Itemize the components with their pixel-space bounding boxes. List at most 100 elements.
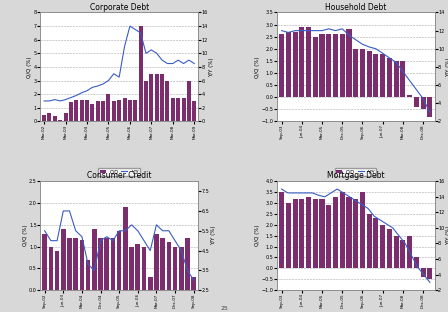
Bar xyxy=(286,203,291,268)
Y-axis label: Y/Y (%): Y/Y (%) xyxy=(211,226,215,246)
Bar xyxy=(421,97,426,109)
Bar xyxy=(380,225,385,268)
Bar xyxy=(293,199,297,268)
Bar xyxy=(346,197,352,268)
Bar xyxy=(73,238,78,290)
Title: Consumer Credit: Consumer Credit xyxy=(87,172,151,180)
Y-axis label: Q/Q (%): Q/Q (%) xyxy=(255,56,260,78)
Bar xyxy=(192,101,196,121)
Bar xyxy=(47,113,52,121)
Bar xyxy=(176,98,180,121)
Bar xyxy=(69,102,73,121)
Bar xyxy=(55,251,60,290)
Bar xyxy=(53,116,57,121)
Bar xyxy=(340,34,345,97)
Y-axis label: Y/Y (%): Y/Y (%) xyxy=(446,57,448,77)
Bar xyxy=(155,74,159,121)
Bar xyxy=(306,197,311,268)
Bar xyxy=(279,192,284,268)
Bar xyxy=(148,277,152,290)
Bar xyxy=(353,49,358,97)
Text: 25: 25 xyxy=(220,306,228,311)
Bar xyxy=(427,268,432,279)
Bar xyxy=(61,229,65,290)
Title: Corporate Debt: Corporate Debt xyxy=(90,3,149,12)
Bar xyxy=(96,101,100,121)
Bar xyxy=(326,205,331,268)
Title: Mortgage Debt: Mortgage Debt xyxy=(327,172,384,180)
Bar xyxy=(80,240,84,290)
Bar xyxy=(319,199,324,268)
Bar xyxy=(407,95,412,97)
Bar xyxy=(427,97,432,117)
Bar xyxy=(133,100,137,121)
Bar xyxy=(154,234,159,290)
Bar xyxy=(179,246,184,290)
Bar xyxy=(414,257,419,268)
Bar xyxy=(67,238,72,290)
Bar xyxy=(380,54,385,97)
Bar xyxy=(160,238,165,290)
Y-axis label: Y/Y (%): Y/Y (%) xyxy=(446,226,448,246)
Bar xyxy=(74,100,78,121)
Title: Household Debt: Household Debt xyxy=(325,3,386,12)
Bar xyxy=(299,27,304,97)
Bar xyxy=(43,234,47,290)
Bar xyxy=(353,199,358,268)
Bar xyxy=(80,100,84,121)
Bar xyxy=(101,101,105,121)
Bar xyxy=(286,32,291,97)
Bar xyxy=(135,244,140,290)
Bar xyxy=(173,246,177,290)
Bar xyxy=(407,236,412,268)
Bar xyxy=(360,192,365,268)
Bar xyxy=(123,207,128,290)
Bar xyxy=(111,238,115,290)
Bar xyxy=(117,232,121,290)
Bar xyxy=(149,74,153,121)
Bar xyxy=(414,97,419,107)
Bar xyxy=(64,113,68,121)
Bar xyxy=(394,236,399,268)
Bar xyxy=(387,229,392,268)
Bar xyxy=(373,54,379,97)
Bar xyxy=(128,100,132,121)
Legend: Q/Q, Y/Y: Q/Q, Y/Y xyxy=(99,168,140,176)
Bar xyxy=(191,277,196,290)
Bar xyxy=(421,268,426,277)
Bar xyxy=(165,80,169,121)
Bar xyxy=(373,218,379,268)
Bar xyxy=(293,32,297,97)
Bar xyxy=(181,98,185,121)
Bar xyxy=(185,238,190,290)
Bar xyxy=(86,260,90,290)
Y-axis label: Q/Q (%): Q/Q (%) xyxy=(255,225,260,246)
Y-axis label: Q/Q (%): Q/Q (%) xyxy=(27,56,32,78)
Bar xyxy=(48,246,53,290)
Bar xyxy=(98,238,103,290)
Bar xyxy=(85,100,89,121)
Bar xyxy=(401,240,405,268)
Bar xyxy=(326,34,331,97)
Bar xyxy=(187,80,191,121)
Bar xyxy=(42,115,46,121)
Bar xyxy=(366,51,372,97)
Bar xyxy=(346,29,352,97)
Bar xyxy=(58,120,62,121)
Bar xyxy=(144,80,148,121)
Bar xyxy=(142,246,146,290)
Bar xyxy=(319,34,324,97)
Bar xyxy=(104,238,109,290)
Y-axis label: Y/Y (%): Y/Y (%) xyxy=(209,57,214,77)
Bar xyxy=(129,246,134,290)
Bar xyxy=(112,101,116,121)
Bar xyxy=(171,98,175,121)
Bar xyxy=(313,37,318,97)
Bar xyxy=(138,26,142,121)
Bar xyxy=(333,34,338,97)
Bar xyxy=(90,104,95,121)
Bar xyxy=(117,100,121,121)
Bar xyxy=(306,27,311,97)
Y-axis label: Q/Q (%): Q/Q (%) xyxy=(23,225,28,246)
Bar xyxy=(107,94,111,121)
